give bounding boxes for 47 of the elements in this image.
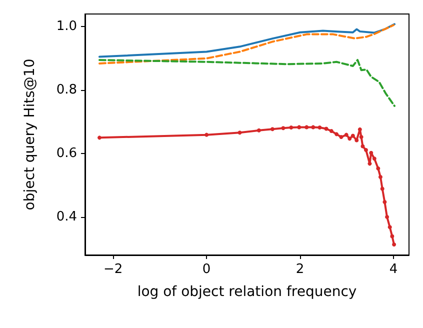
y-tick-label: 0.4 <box>56 209 77 224</box>
y-tick-label: 0.8 <box>56 82 77 98</box>
point <box>339 135 344 140</box>
y-tick-label: 0.6 <box>56 146 77 162</box>
point <box>358 127 362 132</box>
x-tick-label: −2 <box>103 262 123 277</box>
point <box>270 127 274 132</box>
point <box>372 156 376 161</box>
line-series <box>98 23 396 58</box>
point <box>376 166 380 170</box>
x-tick-label: 4 <box>389 262 398 277</box>
point <box>297 125 302 130</box>
point <box>390 234 394 238</box>
point <box>256 128 261 132</box>
point <box>204 132 209 137</box>
point <box>304 125 309 130</box>
point <box>348 136 352 141</box>
point <box>324 126 328 131</box>
line-series <box>98 24 395 64</box>
point <box>368 162 372 166</box>
y-axis-title: object query Hits@10 <box>22 58 38 210</box>
point <box>354 138 359 142</box>
x-tick-label: 2 <box>296 262 304 277</box>
point <box>392 242 396 247</box>
point <box>380 186 384 191</box>
point <box>388 225 392 230</box>
point <box>350 134 355 138</box>
x-axis-title: log of object relation frequency <box>137 284 357 300</box>
y-tick-label: 1.0 <box>56 19 77 34</box>
point <box>385 214 390 219</box>
point <box>318 126 322 130</box>
point <box>334 132 339 136</box>
x-tick-label: 0 <box>202 262 211 277</box>
point <box>382 200 387 204</box>
point <box>364 148 368 152</box>
point <box>289 126 294 130</box>
point <box>359 135 364 140</box>
point <box>238 130 242 135</box>
point <box>281 126 286 130</box>
point <box>311 125 316 130</box>
point <box>378 174 382 179</box>
line-series <box>98 58 396 107</box>
point <box>329 129 334 134</box>
point <box>369 150 374 155</box>
point <box>360 144 365 148</box>
point <box>344 132 348 137</box>
point <box>98 136 102 140</box>
